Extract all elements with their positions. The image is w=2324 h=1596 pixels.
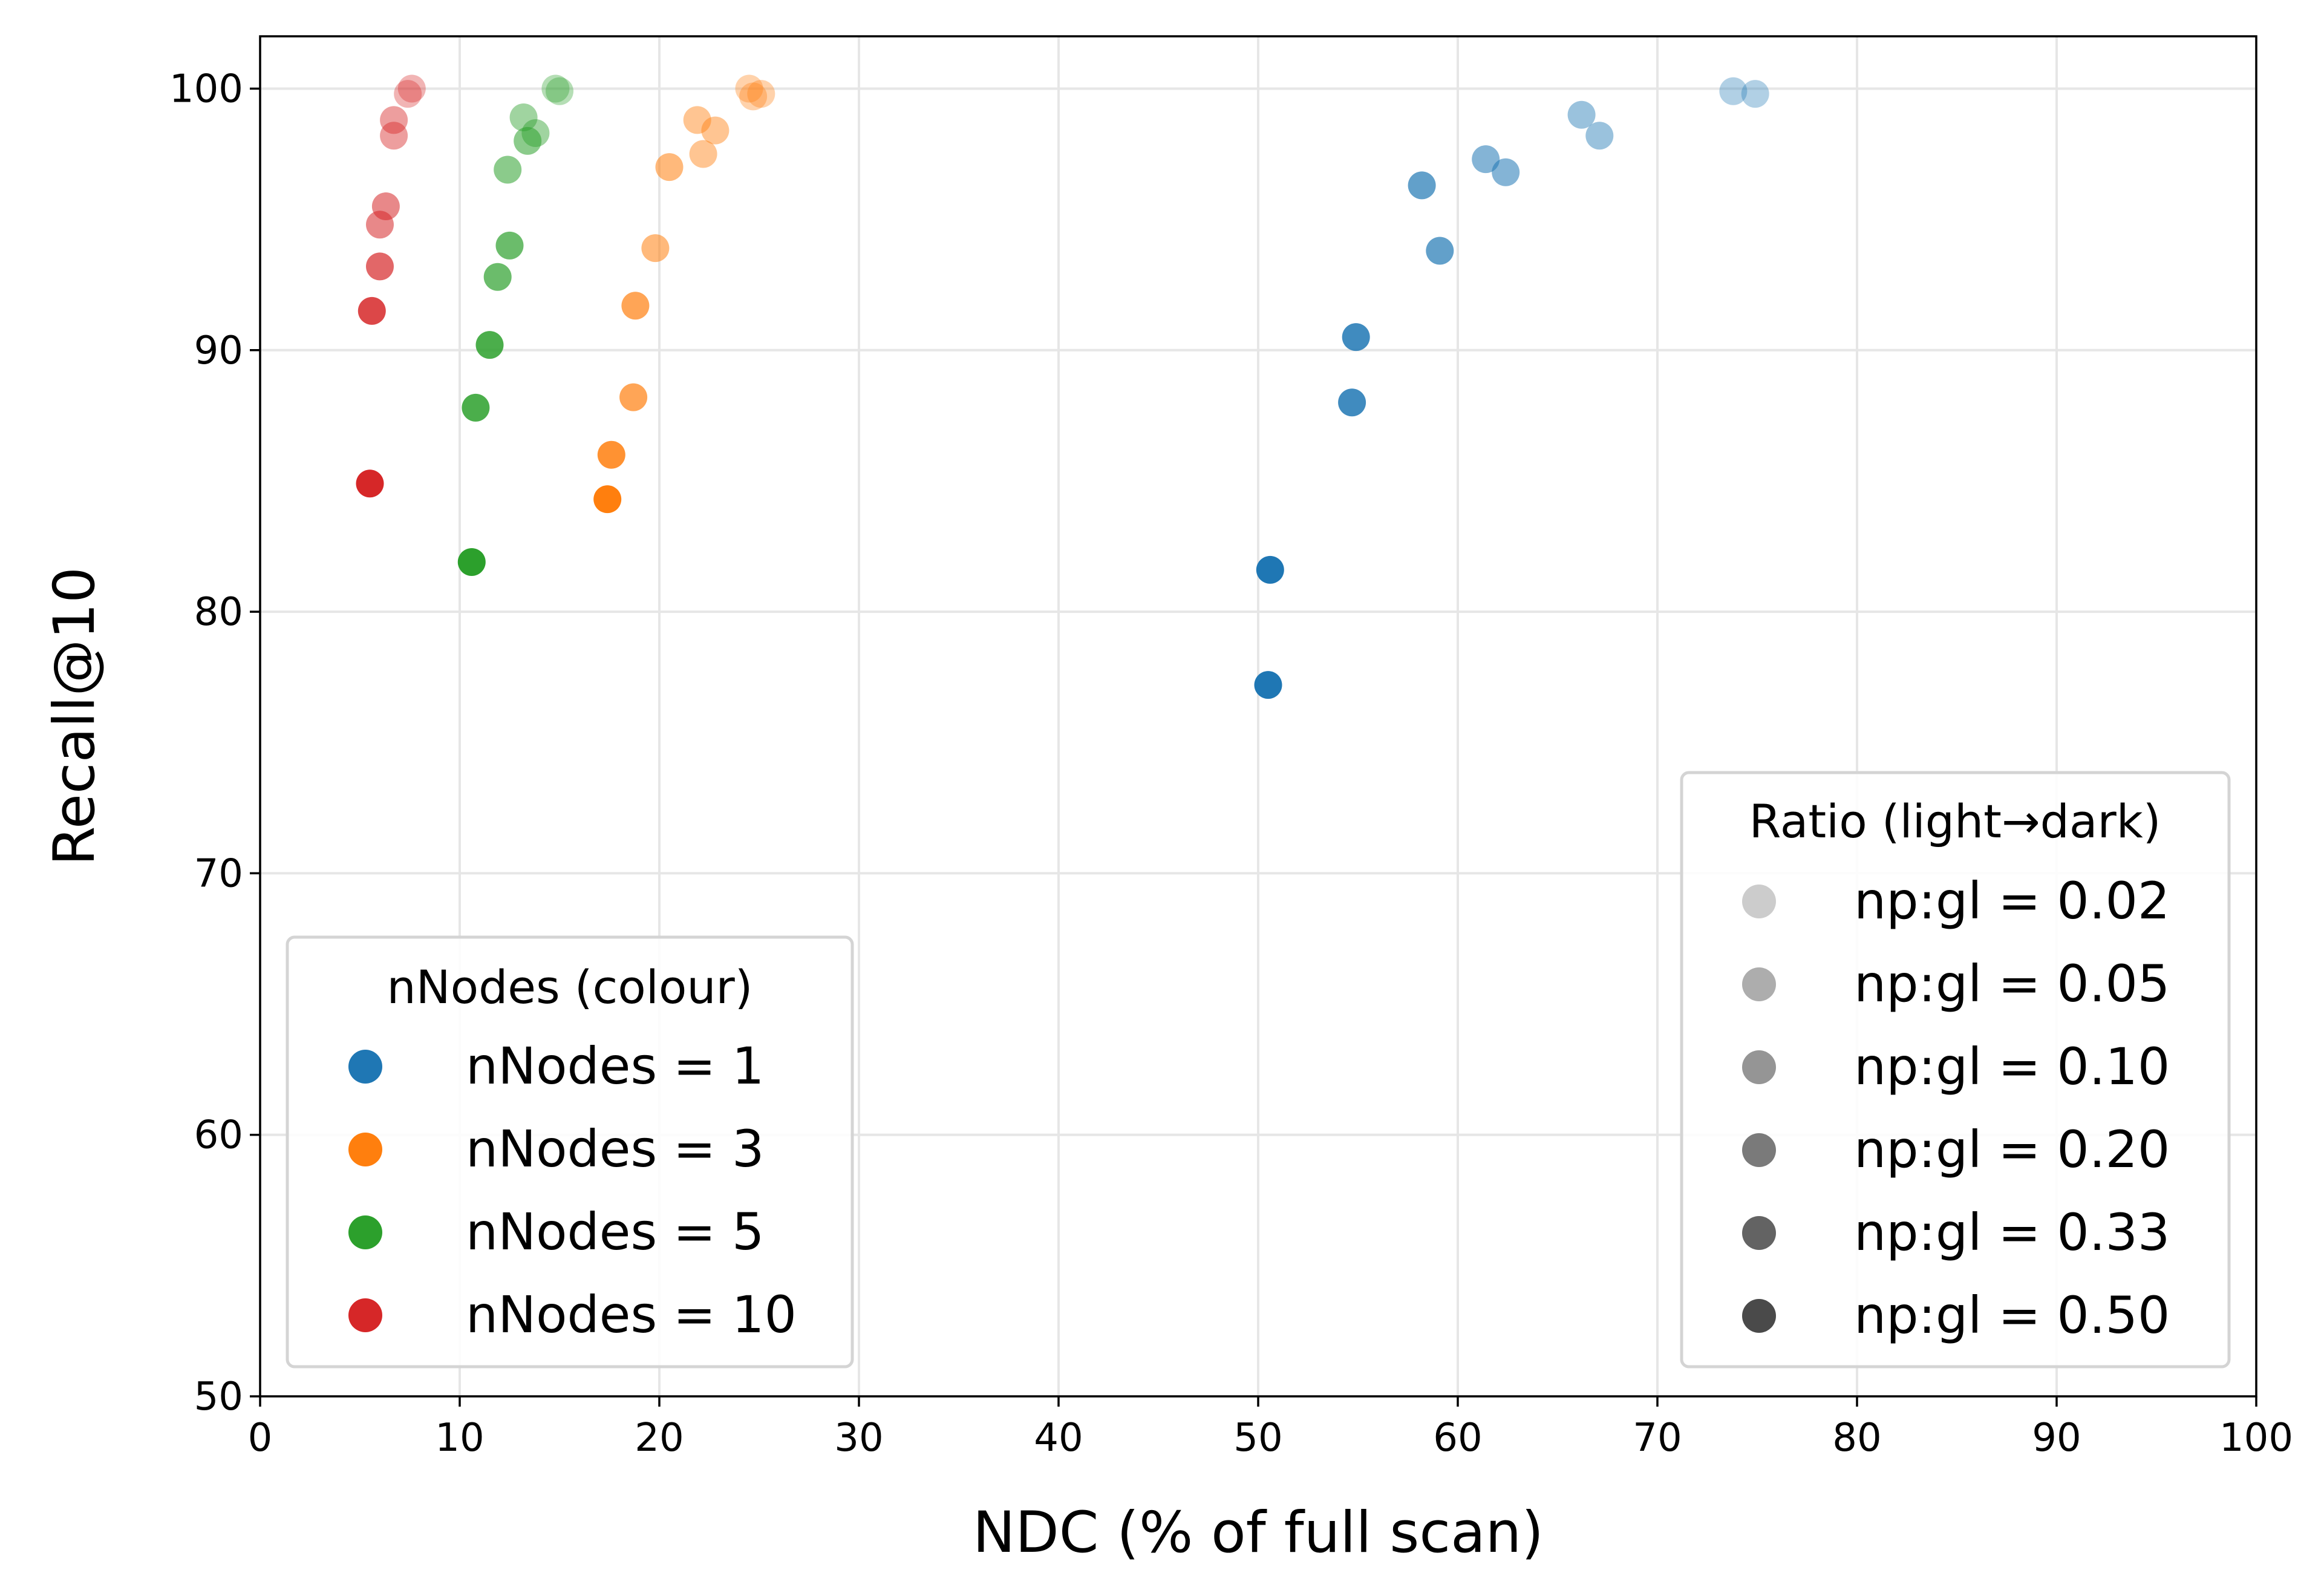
data-point-nnodes-10	[397, 74, 426, 103]
legend-ratio-marker	[1742, 1299, 1776, 1333]
legend-ratio-marker	[1742, 1216, 1776, 1250]
data-point-nnodes-5	[483, 263, 512, 291]
data-point-nnodes-1	[1741, 80, 1769, 108]
legend-nnodes: nNodes (colour) nNodes = 1 nNodes = 3 nNod…	[286, 935, 854, 1369]
data-point-nnodes-1	[1585, 122, 1614, 150]
data-point-nnodes-5	[541, 74, 570, 103]
data-points	[356, 74, 1769, 699]
x-tick-label: 100	[2219, 1416, 2293, 1460]
data-point-nnodes-1	[1408, 171, 1436, 200]
legend-nnodes-marker	[348, 1215, 382, 1249]
legend-ratio-marker	[1742, 1050, 1776, 1084]
legend-nnodes-label: nNodes = 10	[466, 1285, 797, 1344]
data-point-nnodes-1	[1338, 388, 1366, 417]
data-point-nnodes-5	[546, 77, 573, 105]
data-point-nnodes-5	[457, 548, 486, 576]
data-point-nnodes-1	[1342, 323, 1370, 352]
legend-ratio-label: np:gl = 0.10	[1854, 1037, 2170, 1096]
data-point-nnodes-10	[366, 252, 394, 281]
data-point-nnodes-3	[739, 82, 768, 111]
data-point-nnodes-5	[514, 126, 542, 155]
legend-nnodes-label: nNodes = 3	[466, 1119, 764, 1179]
data-point-nnodes-5	[509, 103, 538, 132]
x-tick-label: 80	[1832, 1416, 1881, 1460]
legend-nnodes-label: nNodes = 5	[466, 1202, 764, 1261]
data-point-nnodes-3	[747, 80, 775, 108]
data-point-nnodes-10	[357, 296, 386, 325]
data-point-nnodes-3	[619, 383, 648, 411]
y-tick-label: 90	[194, 329, 243, 373]
legend-nnodes-title: nNodes (colour)	[387, 960, 753, 1014]
data-point-nnodes-10	[356, 469, 384, 498]
x-tick-label: 30	[834, 1416, 883, 1460]
legend-ratio-label: np:gl = 0.33	[1854, 1203, 2170, 1262]
legend-nnodes-marker	[348, 1050, 382, 1084]
legend-ratio-label: np:gl = 0.02	[1854, 871, 2170, 930]
legend-ratio-label: np:gl = 0.20	[1854, 1120, 2170, 1179]
data-point-nnodes-3	[683, 106, 711, 134]
x-tick-label: 20	[635, 1416, 684, 1460]
y-tick-label: 60	[194, 1113, 243, 1158]
data-point-nnodes-1	[1472, 145, 1500, 174]
y-tick-label: 80	[194, 590, 243, 635]
data-point-nnodes-1	[1426, 237, 1454, 265]
data-point-nnodes-5	[494, 155, 522, 184]
data-point-nnodes-10	[394, 80, 422, 108]
data-point-nnodes-10	[366, 211, 394, 239]
legend-ratio-frame	[1680, 771, 2231, 1369]
data-point-nnodes-3	[735, 74, 763, 103]
data-point-nnodes-3	[621, 292, 650, 320]
legend-nnodes-label: nNodes = 1	[466, 1036, 764, 1096]
legend-ratio-label: np:gl = 0.05	[1854, 954, 2170, 1013]
legend-ratio-label: np:gl = 0.50	[1854, 1286, 2170, 1345]
data-point-nnodes-1	[1256, 555, 1284, 584]
data-point-nnodes-5	[462, 393, 490, 422]
data-point-nnodes-3	[701, 116, 730, 145]
x-tick-label: 0	[248, 1416, 273, 1460]
legend-ratio-marker	[1742, 1133, 1776, 1167]
x-tick-label: 90	[2032, 1416, 2081, 1460]
data-point-nnodes-1	[1492, 158, 1520, 186]
x-tick-label: 50	[1233, 1416, 1282, 1460]
x-tick-label: 10	[435, 1416, 484, 1460]
legend-nnodes-marker	[348, 1298, 382, 1332]
legend-ratio-title: Ratio (light→dark)	[1749, 794, 2161, 848]
data-point-nnodes-5	[495, 231, 524, 260]
x-axis-ticks: 0 10 20 30 40 50 60 70 80 90 100	[248, 1396, 2293, 1460]
data-point-nnodes-3	[641, 234, 670, 263]
y-axis-label: Recall@10	[42, 567, 108, 866]
data-point-nnodes-3	[597, 440, 625, 469]
x-tick-label: 40	[1034, 1416, 1083, 1460]
data-point-nnodes-1	[1719, 77, 1748, 105]
data-point-nnodes-1	[1254, 671, 1282, 699]
data-point-nnodes-10	[380, 122, 408, 150]
x-tick-label: 60	[1433, 1416, 1482, 1460]
data-point-nnodes-5	[475, 331, 504, 359]
legend-ratio: Ratio (light→dark) np:gl = 0.02 np:gl = 0…	[1680, 771, 2231, 1369]
y-axis-ticks: 50 60 70 80 90 100	[169, 67, 260, 1419]
y-tick-label: 100	[169, 67, 243, 111]
legend-ratio-marker	[1742, 885, 1776, 918]
y-tick-label: 70	[194, 851, 243, 896]
x-tick-label: 70	[1633, 1416, 1682, 1460]
data-point-nnodes-1	[1567, 100, 1596, 129]
data-point-nnodes-10	[380, 106, 408, 134]
legend-nnodes-frame	[286, 935, 854, 1369]
data-point-nnodes-3	[689, 140, 717, 168]
legend-nnodes-marker	[348, 1133, 382, 1166]
y-tick-label: 50	[194, 1375, 243, 1419]
x-axis-label: NDC (% of full scan)	[973, 1500, 1544, 1566]
legend-ratio-marker	[1742, 967, 1776, 1001]
data-point-nnodes-3	[655, 153, 684, 182]
data-point-nnodes-3	[593, 485, 622, 514]
